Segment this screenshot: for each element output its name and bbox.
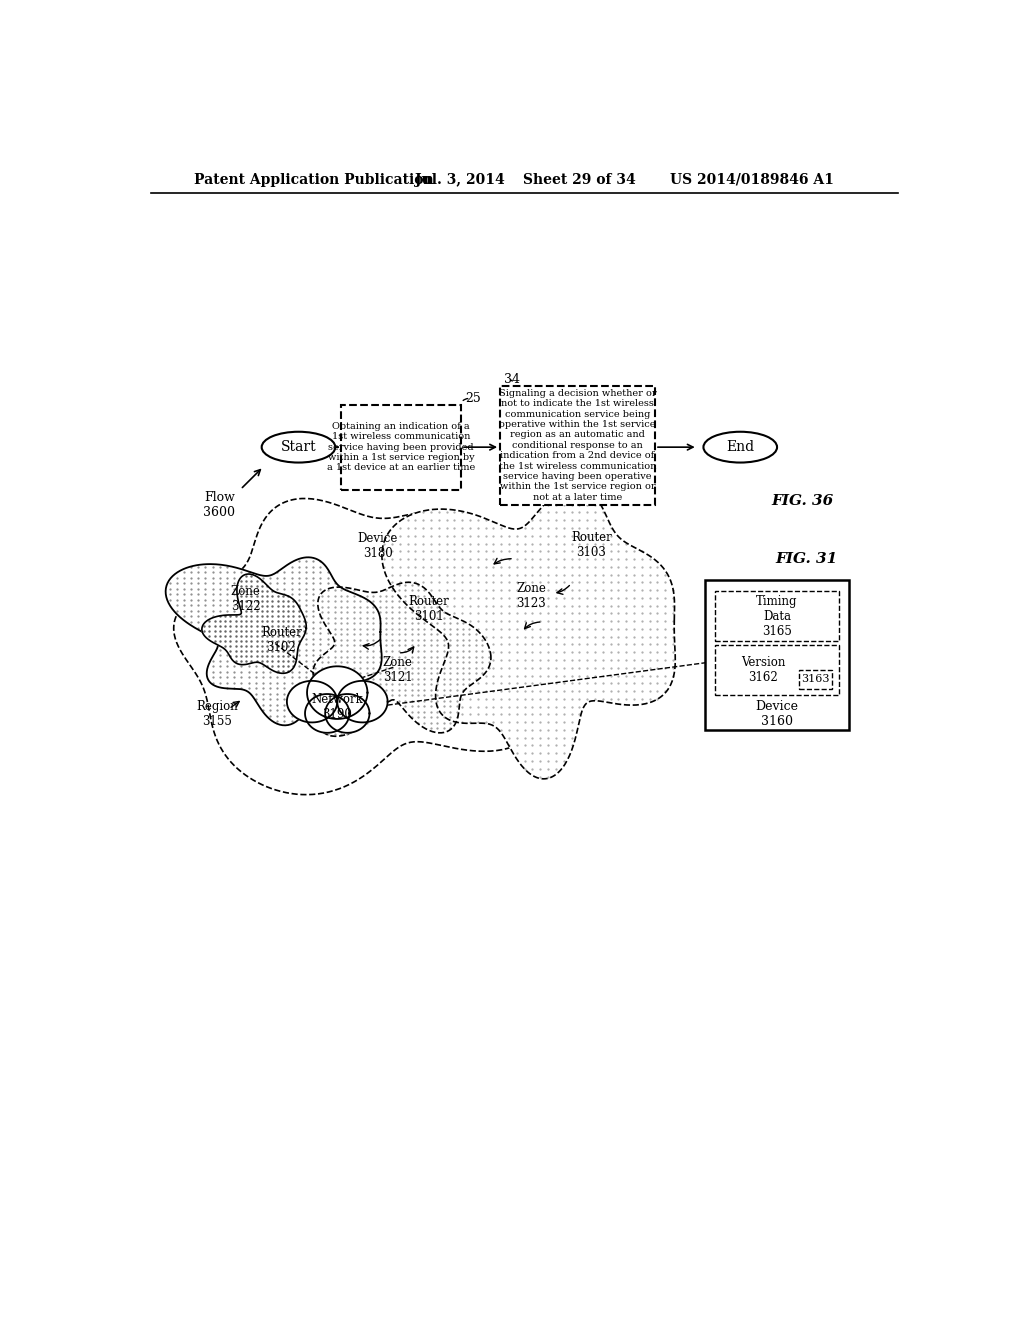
Text: 34: 34 xyxy=(504,372,520,385)
Text: Jul. 3, 2014: Jul. 3, 2014 xyxy=(415,173,505,187)
Text: Patent Application Publication: Patent Application Publication xyxy=(194,173,433,187)
Polygon shape xyxy=(337,681,388,722)
Polygon shape xyxy=(326,694,370,733)
Text: 25: 25 xyxy=(465,392,481,405)
FancyBboxPatch shape xyxy=(715,645,840,696)
FancyBboxPatch shape xyxy=(706,579,849,730)
Text: FIG. 31: FIG. 31 xyxy=(775,552,838,566)
Text: 3163: 3163 xyxy=(801,675,829,684)
Polygon shape xyxy=(305,694,349,733)
Text: Timing
Data
3165: Timing Data 3165 xyxy=(757,595,798,638)
FancyBboxPatch shape xyxy=(715,591,840,642)
Text: Device
3180: Device 3180 xyxy=(357,532,397,560)
Text: Flow
3600: Flow 3600 xyxy=(204,491,236,519)
Ellipse shape xyxy=(262,432,335,462)
Text: Network
3190: Network 3190 xyxy=(311,693,364,721)
FancyBboxPatch shape xyxy=(799,669,831,689)
Text: Device
3160: Device 3160 xyxy=(756,701,799,729)
Text: Router
3101: Router 3101 xyxy=(409,595,450,623)
Text: Signaling a decision whether or
not to indicate the 1st wireless
communication s: Signaling a decision whether or not to i… xyxy=(499,388,656,502)
FancyBboxPatch shape xyxy=(500,385,655,506)
Polygon shape xyxy=(287,681,337,722)
Polygon shape xyxy=(382,487,675,779)
Text: Router
3102: Router 3102 xyxy=(261,626,302,653)
Ellipse shape xyxy=(703,432,777,462)
Text: Start: Start xyxy=(281,440,316,454)
Text: Router
3103: Router 3103 xyxy=(571,531,611,558)
Text: Sheet 29 of 34: Sheet 29 of 34 xyxy=(523,173,636,187)
Text: US 2014/0189846 A1: US 2014/0189846 A1 xyxy=(671,173,835,187)
FancyBboxPatch shape xyxy=(341,405,461,490)
Text: Zone
3122: Zone 3122 xyxy=(230,585,261,612)
Text: FIG. 36: FIG. 36 xyxy=(771,494,834,508)
Text: Region
3155: Region 3155 xyxy=(197,701,238,729)
Text: Zone
3121: Zone 3121 xyxy=(383,656,413,685)
Polygon shape xyxy=(313,582,490,737)
Text: Zone
3123: Zone 3123 xyxy=(516,582,546,610)
Text: Version
3162: Version 3162 xyxy=(741,656,785,684)
Polygon shape xyxy=(166,557,382,726)
Text: End: End xyxy=(726,440,755,454)
Text: Obtaining an indication of a
1st wireless communication
service having been prov: Obtaining an indication of a 1st wireles… xyxy=(327,422,475,473)
Polygon shape xyxy=(307,667,368,719)
Polygon shape xyxy=(202,574,306,673)
